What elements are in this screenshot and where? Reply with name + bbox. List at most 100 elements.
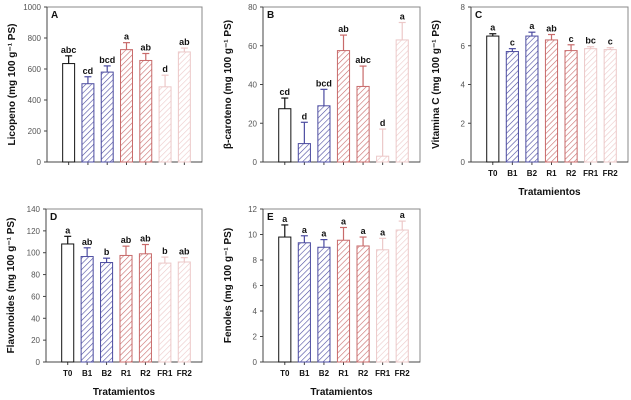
x-tick-label: B1 [507, 169, 518, 178]
y-axis-title: Vitamina C (mg 100 g⁻¹ PS) [431, 20, 442, 149]
significance-letter: cd [280, 87, 291, 97]
significance-letter: b [104, 247, 110, 257]
significance-letter: a [302, 225, 308, 235]
bar-fr1 [158, 86, 172, 163]
y-tick-label: 2 [461, 119, 466, 128]
significance-letter: cd [83, 66, 94, 76]
bar-r1 [336, 239, 351, 363]
significance-letter: d [162, 64, 168, 74]
panel-label: D [50, 212, 57, 223]
bar-r2 [139, 59, 153, 163]
significance-letter: d [302, 111, 308, 121]
significance-letter: bc [585, 36, 596, 46]
panel-label: E [267, 212, 274, 223]
y-tick-label: 6 [461, 42, 466, 51]
y-tick-label: 8 [253, 256, 258, 265]
significance-letter: c [608, 37, 613, 47]
y-tick-label: 0 [36, 358, 41, 367]
significance-letter: b [162, 246, 168, 256]
bar-r2 [138, 253, 152, 363]
bar-r2 [564, 50, 578, 163]
bar-r1 [544, 39, 559, 163]
x-tick-label: T0 [280, 369, 290, 378]
bar-t0 [61, 243, 75, 363]
panel-label: B [267, 10, 274, 21]
x-axis-title: Tratamientos [93, 387, 156, 398]
x-tick-label: FR2 [395, 369, 411, 378]
significance-letter: c [510, 38, 515, 48]
bar-t0 [62, 63, 76, 163]
x-tick-label: FR2 [177, 369, 193, 378]
bar-t0 [278, 236, 292, 363]
bar-fr2 [177, 51, 191, 163]
y-axis-title: β-caroteno (mg 100 g⁻¹ PS) [223, 20, 234, 149]
significance-letter: bcd [99, 55, 115, 65]
bar-r1 [336, 50, 351, 163]
panel-a: 0 200 400 600 800 1000 A Licopeno (mg 100 g⁻¹ P… [7, 3, 203, 167]
panel-label: A [51, 10, 58, 21]
significance-letter: a [400, 210, 406, 220]
y-tick-label: 0 [37, 158, 42, 167]
y-tick-label: 20 [248, 119, 257, 128]
x-axis-title: Tratamientos [310, 387, 373, 398]
significance-letter: ab [82, 237, 93, 247]
panel-d: 0 20 40 60 80 100 120 140 D Flavonoides (mg 100 g… [6, 205, 203, 398]
significance-letter: a [65, 225, 71, 235]
panel-label: C [475, 10, 482, 21]
significance-letter: ab [140, 234, 151, 244]
y-tick-label: 40 [248, 81, 257, 90]
x-tick-label: R1 [546, 169, 557, 178]
y-tick-label: 600 [28, 65, 42, 74]
significance-letter: a [380, 227, 386, 237]
x-axis-title: Tratamientos [518, 187, 581, 198]
significance-letter: d [380, 118, 386, 128]
x-tick-label: B2 [319, 369, 330, 378]
y-tick-label: 0 [253, 358, 258, 367]
bar-fr2 [177, 261, 191, 363]
significance-letter: bcd [316, 78, 332, 88]
bar-b2 [100, 262, 114, 363]
bar-t0 [278, 108, 292, 163]
x-tick-label: R2 [566, 169, 577, 178]
bar-b2 [317, 105, 331, 163]
bar-b1 [297, 143, 311, 163]
bar-r1 [120, 49, 133, 163]
y-axis-title: Licopeno (mg 100 g⁻¹ PS) [7, 24, 18, 146]
bar-fr1 [376, 249, 390, 363]
x-tick-label: R2 [140, 369, 151, 378]
x-tick-label: FR2 [603, 169, 619, 178]
x-tick-label: R1 [121, 369, 132, 378]
y-axis-title: Fenoles (mg 100 g⁻¹ PS) [223, 228, 234, 343]
bar-r2 [356, 85, 370, 163]
x-tick-label: T0 [63, 369, 73, 378]
y-tick-label: 4 [461, 81, 466, 90]
y-tick-label: 0 [253, 158, 258, 167]
bar-fr1 [584, 48, 598, 163]
y-tick-label: 1000 [23, 3, 41, 12]
panel-c: 0 2 4 6 8C Vitamina C (mg 100 g⁻¹ PS) a T0 c B1 a B… [431, 3, 629, 198]
y-tick-label: 40 [31, 314, 40, 323]
x-tick-label: B1 [82, 369, 93, 378]
bar-fr2 [395, 229, 409, 363]
significance-letter: a [321, 229, 327, 239]
significance-letter: a [529, 21, 535, 31]
y-tick-label: 80 [31, 271, 40, 280]
bar-b1 [297, 242, 311, 363]
y-tick-label: 60 [248, 42, 257, 51]
significance-letter: a [490, 23, 496, 33]
bar-b1 [80, 256, 94, 363]
bar-r2 [356, 245, 370, 363]
y-tick-label: 800 [28, 34, 42, 43]
y-tick-label: 20 [31, 336, 40, 345]
x-tick-label: FR1 [583, 169, 599, 178]
significance-letter: ab [141, 43, 152, 53]
bar-b1 [81, 83, 95, 163]
y-tick-label: 100 [27, 249, 41, 258]
significance-letter: ab [338, 24, 349, 34]
significance-letter: a [400, 12, 406, 22]
y-tick-label: 6 [253, 282, 258, 291]
significance-letter: ab [546, 24, 557, 34]
bar-fr2 [603, 49, 617, 163]
bar-b1 [505, 51, 519, 163]
y-tick-label: 80 [248, 3, 257, 12]
